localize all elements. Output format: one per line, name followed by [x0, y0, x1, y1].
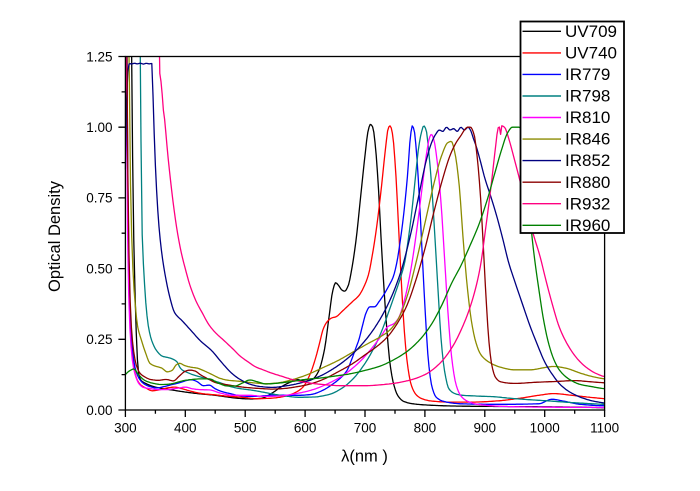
svg-text:800: 800 — [414, 421, 437, 436]
svg-text:0.25: 0.25 — [86, 332, 112, 347]
svg-text:IR779: IR779 — [565, 65, 610, 84]
svg-text:500: 500 — [234, 421, 257, 436]
svg-text:Optical Density: Optical Density — [46, 180, 64, 292]
svg-text:900: 900 — [474, 421, 497, 436]
svg-text:300: 300 — [114, 421, 137, 436]
svg-text:1.25: 1.25 — [86, 49, 112, 64]
svg-text:IR846: IR846 — [565, 130, 610, 149]
svg-text:IR932: IR932 — [565, 194, 610, 213]
svg-text:700: 700 — [354, 421, 377, 436]
svg-text:IR798: IR798 — [565, 87, 610, 106]
svg-text:IR960: IR960 — [565, 216, 610, 235]
svg-text:1000: 1000 — [530, 421, 560, 436]
svg-text:1100: 1100 — [590, 421, 619, 436]
svg-text:1.00: 1.00 — [86, 120, 112, 135]
svg-text:UV740: UV740 — [565, 44, 617, 63]
svg-text:IR880: IR880 — [565, 173, 610, 192]
svg-text:IR810: IR810 — [565, 108, 610, 127]
svg-text:IR852: IR852 — [565, 151, 610, 170]
svg-text:0.00: 0.00 — [86, 403, 112, 418]
svg-text:0.50: 0.50 — [86, 261, 112, 276]
svg-text:λ(nm ): λ(nm ) — [341, 448, 388, 466]
svg-text:600: 600 — [294, 421, 317, 436]
svg-text:400: 400 — [174, 421, 197, 436]
svg-text:0.75: 0.75 — [86, 191, 112, 206]
svg-text:UV709: UV709 — [565, 22, 617, 41]
